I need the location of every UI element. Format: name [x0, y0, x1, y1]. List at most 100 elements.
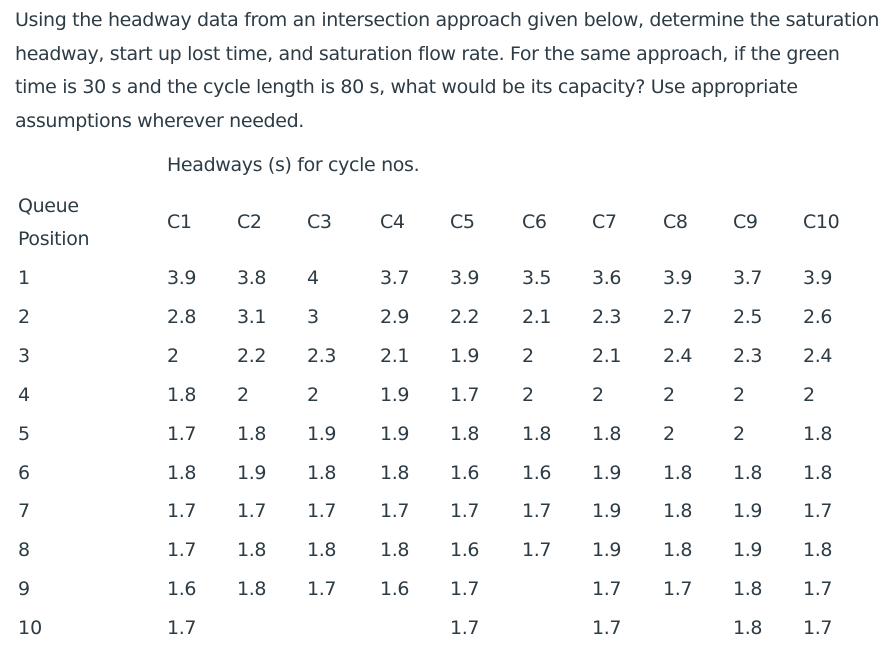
headway-cell: 1.7: [450, 384, 480, 406]
headway-cell: 1.8: [237, 539, 267, 561]
headway-cell: 1.7: [522, 500, 552, 522]
queue-position-1: 1: [18, 267, 31, 289]
headway-cell: 1.8: [167, 462, 197, 484]
headway-cell: 2.2: [237, 345, 267, 367]
headway-cell: 1.7: [167, 617, 197, 639]
headway-cell: 1.8: [237, 578, 267, 600]
column-header-c10: C10: [803, 211, 840, 233]
headway-cell: 1.7: [167, 423, 197, 445]
headway-cell: 1.8: [167, 384, 197, 406]
headway-cell: 2: [592, 384, 604, 406]
headway-cell: 3.7: [380, 267, 410, 289]
headway-cell: 1.9: [733, 539, 763, 561]
queue-position-4: 4: [18, 384, 31, 406]
headway-cell: 2.7: [663, 306, 693, 328]
headway-cell: 1.7: [307, 578, 337, 600]
column-header-c7: C7: [592, 211, 617, 233]
queue-position-5: 5: [18, 423, 31, 445]
column-header-c4: C4: [380, 211, 405, 233]
column-header-c6: C6: [522, 211, 547, 233]
queue-position-6: 6: [18, 462, 31, 484]
column-header-c8: C8: [663, 211, 688, 233]
headway-cell: 1.7: [803, 578, 833, 600]
row-header-queue: Queue: [18, 195, 79, 217]
headway-cell: 3.8: [237, 267, 267, 289]
headway-cell: 2: [167, 345, 179, 367]
headway-cell: 1.7: [803, 617, 833, 639]
headway-cell: 1.9: [380, 384, 410, 406]
headway-cell: 1.7: [167, 539, 197, 561]
headway-cell: 3.7: [733, 267, 763, 289]
headway-cell: 1.9: [592, 500, 622, 522]
headway-cell: 2: [237, 384, 249, 406]
question-text: Using the headway data from an intersect…: [15, 9, 880, 132]
headway-cell: 2: [803, 384, 815, 406]
headway-cell: 1.8: [450, 423, 480, 445]
headway-cell: 1.8: [380, 462, 410, 484]
headway-cell: 2.6: [803, 306, 833, 328]
headway-cell: 1.7: [522, 539, 552, 561]
headway-cell: 1.6: [167, 578, 197, 600]
headway-cell: 3.1: [237, 306, 267, 328]
headway-cell: 1.7: [237, 500, 267, 522]
headway-cell: 2.1: [592, 345, 622, 367]
headway-cell: 1.9: [450, 345, 480, 367]
headway-cell: 1.9: [380, 423, 410, 445]
headway-cell: 3.5: [522, 267, 552, 289]
headway-cell: 1.8: [803, 423, 833, 445]
headway-cell: 1.8: [803, 539, 833, 561]
headway-cell: 2.5: [733, 306, 763, 328]
headway-cell: 3.9: [167, 267, 197, 289]
headway-cell: 2: [733, 423, 745, 445]
column-header-c2: C2: [237, 211, 262, 233]
headway-cell: 2: [733, 384, 745, 406]
headway-cell: 1.7: [592, 617, 622, 639]
headway-cell: 1.8: [803, 462, 833, 484]
headway-cell: 1.6: [380, 578, 410, 600]
queue-position-2: 2: [18, 306, 31, 328]
headway-cell: 1.8: [380, 539, 410, 561]
headway-cell: 1.6: [522, 462, 552, 484]
headway-cell: 1.8: [592, 423, 622, 445]
headway-cell: 2.9: [380, 306, 410, 328]
headway-cell: 1.8: [663, 462, 693, 484]
headway-cell: 2: [663, 384, 675, 406]
headway-cell: 1.6: [450, 539, 480, 561]
headway-cell: 2: [522, 345, 534, 367]
headway-cell: 2.3: [592, 306, 622, 328]
headway-cell: 1.8: [307, 539, 337, 561]
column-header-c5: C5: [450, 211, 475, 233]
headway-cell: 2: [522, 384, 534, 406]
headway-cell: 1.9: [592, 462, 622, 484]
headway-cell: 1.8: [733, 617, 763, 639]
queue-position-7: 7: [18, 500, 31, 522]
headway-cell: 2.1: [522, 306, 552, 328]
headway-cell: 2.8: [167, 306, 197, 328]
headway-cell: 1.7: [663, 578, 693, 600]
headway-cell: 2.4: [663, 345, 693, 367]
headway-cell: 1.7: [167, 500, 197, 522]
headway-cell: 3.9: [803, 267, 833, 289]
table-caption: Headways (s) for cycle nos.: [167, 154, 420, 176]
queue-position-3: 3: [18, 345, 31, 367]
headway-cell: 2: [307, 384, 319, 406]
headway-cell: 2.1: [380, 345, 410, 367]
headway-cell: 1.8: [663, 500, 693, 522]
headway-cell: 1.7: [450, 500, 480, 522]
headway-cell: 4: [307, 267, 319, 289]
headway-cell: 1.8: [237, 423, 267, 445]
headway-cell: 1.8: [663, 539, 693, 561]
headway-cell: 3: [307, 306, 319, 328]
headway-cell: 1.8: [733, 462, 763, 484]
headway-cell: 2.4: [803, 345, 833, 367]
queue-position-10: 10: [18, 617, 43, 639]
headway-cell: 1.7: [450, 617, 480, 639]
headway-cell: 3.6: [592, 267, 622, 289]
headway-cell: 1.9: [307, 423, 337, 445]
column-header-c9: C9: [733, 211, 758, 233]
headway-cell: 1.9: [733, 500, 763, 522]
headway-cell: 1.7: [450, 578, 480, 600]
headway-cell: 2: [663, 423, 675, 445]
headway-cell: 1.8: [733, 578, 763, 600]
headway-cell: 2.2: [450, 306, 480, 328]
